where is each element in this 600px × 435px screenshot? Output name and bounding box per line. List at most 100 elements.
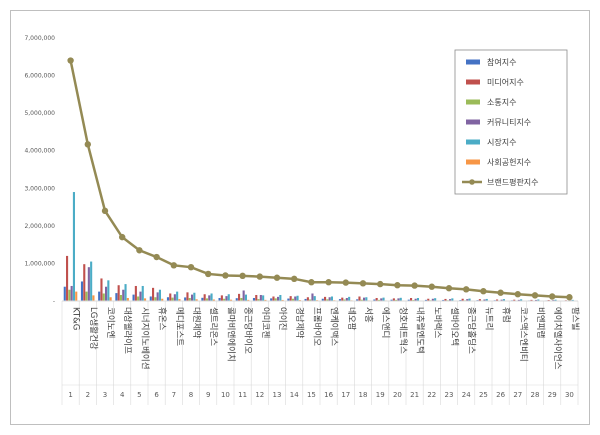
bar [257,299,260,301]
legend-label: 소통지수 [487,98,516,107]
bar [247,299,250,301]
line-point [170,262,177,269]
bar [296,295,299,301]
bar [330,296,334,301]
bar [203,294,206,301]
rank-label: 18 [359,391,368,399]
bar [345,297,348,301]
category-label: 엔케이맥스 [329,307,340,346]
line-series-group [67,57,573,301]
rank-label: 12 [255,391,264,399]
bar [380,298,383,301]
bar [158,289,162,301]
category-label: 종근당바이오 [243,307,254,354]
bar [324,296,327,301]
bar [382,297,385,301]
category-label: 아미코젠 [260,307,271,338]
rank-label: 28 [531,391,540,399]
category-label: 뉴트리 [483,307,493,330]
x-axis: KT&G LG생활건강 코이노엔 대상웰라이프 시너지이노베이션 휴온스 메디포스트 대원제약… [61,300,580,405]
bar [223,298,226,301]
bar [434,298,437,301]
bar [255,294,258,301]
category-label: 청호네트웍스 [397,307,408,354]
bar [240,297,243,301]
y-tick-label: 7,000,000 [24,35,55,42]
legend-swatch [466,99,480,105]
bar [137,296,140,301]
bar [109,297,112,301]
rank-label: 13 [273,391,282,399]
bar [365,297,368,301]
bar [358,296,361,301]
legend-marker [469,179,475,185]
category-label: 메디포스트 [174,307,184,346]
bar [341,297,344,301]
category-label: 비엔피랩 [535,307,546,338]
bar [392,298,395,301]
rank-label: 1 [68,391,72,399]
rank-label: 16 [324,391,333,399]
rank-label: 23 [445,391,454,399]
bar [416,297,420,301]
bar [139,291,142,301]
bar [468,298,471,301]
rank-label: 19 [376,391,385,399]
bar [119,294,123,301]
bar [80,281,84,301]
category-label: 셀트리온스 [208,307,219,346]
line-point [205,270,212,278]
bar [356,299,359,301]
bar [227,294,230,301]
bar [343,299,346,301]
bar [63,286,66,301]
rank-label: 25 [479,391,488,399]
bar [424,299,428,301]
bar [451,298,454,301]
y-axis: 7,000,000 6,000,000 5,000,000 4,000,000 3,00… [24,35,55,305]
category-label: 프롬바이오 [311,307,322,346]
bar [554,299,557,301]
category-label: 서흥 [363,307,374,323]
category-label: 셀바이오텍 [449,307,460,346]
bar [107,280,110,301]
bar [115,293,118,301]
rank-label: 15 [307,391,316,399]
bar [83,264,86,301]
category-label: 대상웰라이프 [122,307,133,354]
bar [191,294,194,301]
bar [195,299,198,301]
y-tick-label: 5,000,000 [24,110,55,117]
bar [143,298,147,301]
bar [242,290,245,301]
category-label: 네오팜 [346,307,357,331]
category-label: 팜스빌 [569,307,580,330]
legend-label: 시장지수 [487,137,516,147]
rank-label: 14 [290,391,299,399]
bar [485,298,488,301]
line-point [428,283,435,290]
line-point [394,282,401,289]
rank-label: 24 [462,391,471,399]
rank-label: 30 [565,391,574,399]
bar [289,296,292,301]
legend-swatch [466,119,480,125]
category-label: 코이노엔 [105,307,116,338]
bar [274,298,277,301]
y-tick-label: 1,000,000 [24,260,55,267]
bar [270,298,273,301]
bar [360,299,363,301]
bar [210,293,213,301]
y-tick-label: 3,000,000 [24,185,55,192]
bar [513,299,516,301]
bar [205,298,209,301]
bar [156,292,159,301]
bar [311,293,314,301]
bar [220,295,223,301]
bar [212,299,215,301]
category-label: 휴럼 [501,307,511,323]
bar [70,285,73,301]
bar [414,298,417,301]
line-point [84,141,92,148]
